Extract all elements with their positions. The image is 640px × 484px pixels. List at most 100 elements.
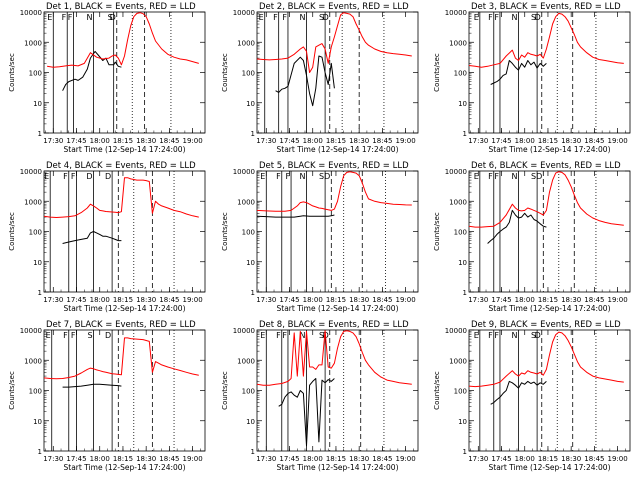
marker-letter: F: [62, 13, 67, 22]
y-axis-label: Counts/sec: [8, 212, 16, 251]
y-axis-label: Counts/sec: [221, 371, 229, 410]
y-tick-label: 1: [38, 448, 42, 456]
marker-letter: D: [535, 13, 541, 22]
y-tick-label: 1000: [237, 198, 255, 206]
x-tick-label: 18:15: [326, 296, 346, 304]
marker-letter: N: [300, 331, 306, 340]
series-lld-line: [47, 12, 199, 68]
y-tick-label: 10: [33, 100, 42, 108]
y-tick-label: 10000: [445, 168, 467, 176]
panel-det-4: Det 4, BLACK = Events, RED = LLD 1 10 100 10…: [8, 161, 206, 313]
plot-frame: [256, 11, 419, 134]
panel-det-1: Det 1, BLACK = Events, RED = LLD 1 10 100 10…: [8, 2, 206, 154]
x-tick-label: 18:30: [561, 296, 581, 304]
x-axis-label: Start Time (12-Sep-14 17:24:00): [489, 145, 611, 154]
panel-title: Det 8, BLACK = Events, RED = LLD: [259, 320, 409, 330]
x-tick-label: 18:00: [90, 455, 110, 463]
y-tick-label: 1000: [449, 357, 467, 365]
y-tick-label: 10: [458, 259, 467, 267]
y-tick-label: 1000: [24, 39, 42, 47]
marker-letter: F: [488, 331, 493, 340]
x-tick-label: 19:00: [183, 137, 203, 145]
panel-det-5: Det 5, BLACK = Events, RED = LLD 1 10 100 10…: [221, 161, 419, 313]
marker-letter: D: [105, 172, 111, 181]
x-tick-label: 17:30: [43, 137, 63, 145]
y-tick-label: 10: [246, 418, 255, 426]
marker-letter: F: [282, 13, 287, 22]
x-tick-label: 18:45: [372, 455, 392, 463]
marker-letter: S: [531, 13, 536, 22]
panel-title: Det 1, BLACK = Events, RED = LLD: [46, 2, 196, 12]
marker-letter: F: [276, 172, 281, 181]
y-axis-label: Counts/sec: [433, 212, 441, 251]
x-tick-label: 17:45: [279, 455, 299, 463]
y-axis-label: Counts/sec: [433, 53, 441, 92]
marker-letter: S: [319, 331, 324, 340]
y-tick-label: 100: [29, 70, 42, 78]
marker-letter: F: [285, 172, 290, 181]
plot-frame: [468, 170, 631, 293]
marker-letter: E: [474, 331, 479, 340]
y-tick-label: 10: [458, 418, 467, 426]
panel-title: Det 5, BLACK = Events, RED = LLD: [259, 161, 409, 171]
marker-letter: F: [71, 172, 76, 181]
plot-frame: [256, 170, 419, 293]
marker-letter: F: [63, 172, 68, 181]
y-tick-label: 10000: [233, 9, 255, 17]
x-tick-label: 18:15: [326, 455, 346, 463]
series-events-line: [490, 380, 547, 405]
x-tick-label: 18:15: [113, 455, 133, 463]
panel-title: Det 3, BLACK = Events, RED = LLD: [471, 2, 621, 12]
x-tick-label: 17:45: [491, 296, 511, 304]
x-tick-label: 17:45: [66, 296, 86, 304]
plot-frame: [43, 170, 206, 293]
x-tick-label: 19:00: [183, 455, 203, 463]
marker-letter: F: [494, 13, 499, 22]
panel-title: Det 9, BLACK = Events, RED = LLD: [471, 320, 621, 330]
plot-frame: [468, 329, 631, 452]
panel-det-7: Det 7, BLACK = Events, RED = LLD 1 10 100 10…: [8, 320, 206, 472]
x-tick-label: 18:30: [349, 296, 369, 304]
x-tick-label: 18:30: [136, 455, 156, 463]
y-tick-label: 100: [29, 229, 42, 237]
x-tick-label: 18:45: [584, 296, 604, 304]
x-tick-label: 18:15: [113, 137, 133, 145]
x-tick-label: 18:15: [113, 296, 133, 304]
marker-letter: F: [68, 13, 73, 22]
marker-letter: E: [259, 13, 264, 22]
y-tick-label: 1: [251, 289, 255, 297]
x-tick-label: 17:30: [256, 296, 276, 304]
x-tick-label: 18:15: [538, 137, 558, 145]
panel-det-6: Det 6, BLACK = Events, RED = LLD 1 10 100 10…: [433, 161, 631, 313]
y-tick-label: 1: [38, 130, 42, 138]
y-tick-label: 10: [458, 100, 467, 108]
x-tick-label: 17:30: [468, 455, 488, 463]
x-tick-label: 17:30: [256, 137, 276, 145]
y-tick-label: 1: [463, 289, 467, 297]
marker-letter: N: [512, 172, 518, 181]
panel-det-3: Det 3, BLACK = Events, RED = LLD 1 10 100 10…: [433, 2, 631, 154]
plot-frame: [43, 329, 206, 452]
x-tick-label: 17:45: [491, 137, 511, 145]
y-tick-label: 1000: [237, 357, 255, 365]
marker-letter: N: [512, 13, 518, 22]
marker-letter: S: [319, 172, 324, 181]
marker-letter: N: [300, 172, 306, 181]
marker-letter: F: [488, 172, 493, 181]
x-tick-label: 19:00: [396, 455, 416, 463]
x-tick-label: 18:45: [584, 137, 604, 145]
y-tick-label: 10000: [20, 168, 42, 176]
x-tick-label: 18:00: [90, 137, 110, 145]
y-tick-label: 10000: [445, 327, 467, 335]
x-tick-label: 19:00: [608, 137, 628, 145]
series-lld-line: [468, 12, 624, 68]
marker-letter: N: [87, 13, 93, 22]
marker-letter: N: [300, 13, 306, 22]
y-tick-label: 100: [242, 229, 255, 237]
marker-letter: N: [512, 331, 518, 340]
x-tick-label: 18:30: [349, 455, 369, 463]
panel-det-8: Det 8, BLACK = Events, RED = LLD 1 10 100 10…: [221, 320, 419, 472]
series-events-line: [256, 214, 335, 218]
panel-title: Det 6, BLACK = Events, RED = LLD: [471, 161, 621, 171]
